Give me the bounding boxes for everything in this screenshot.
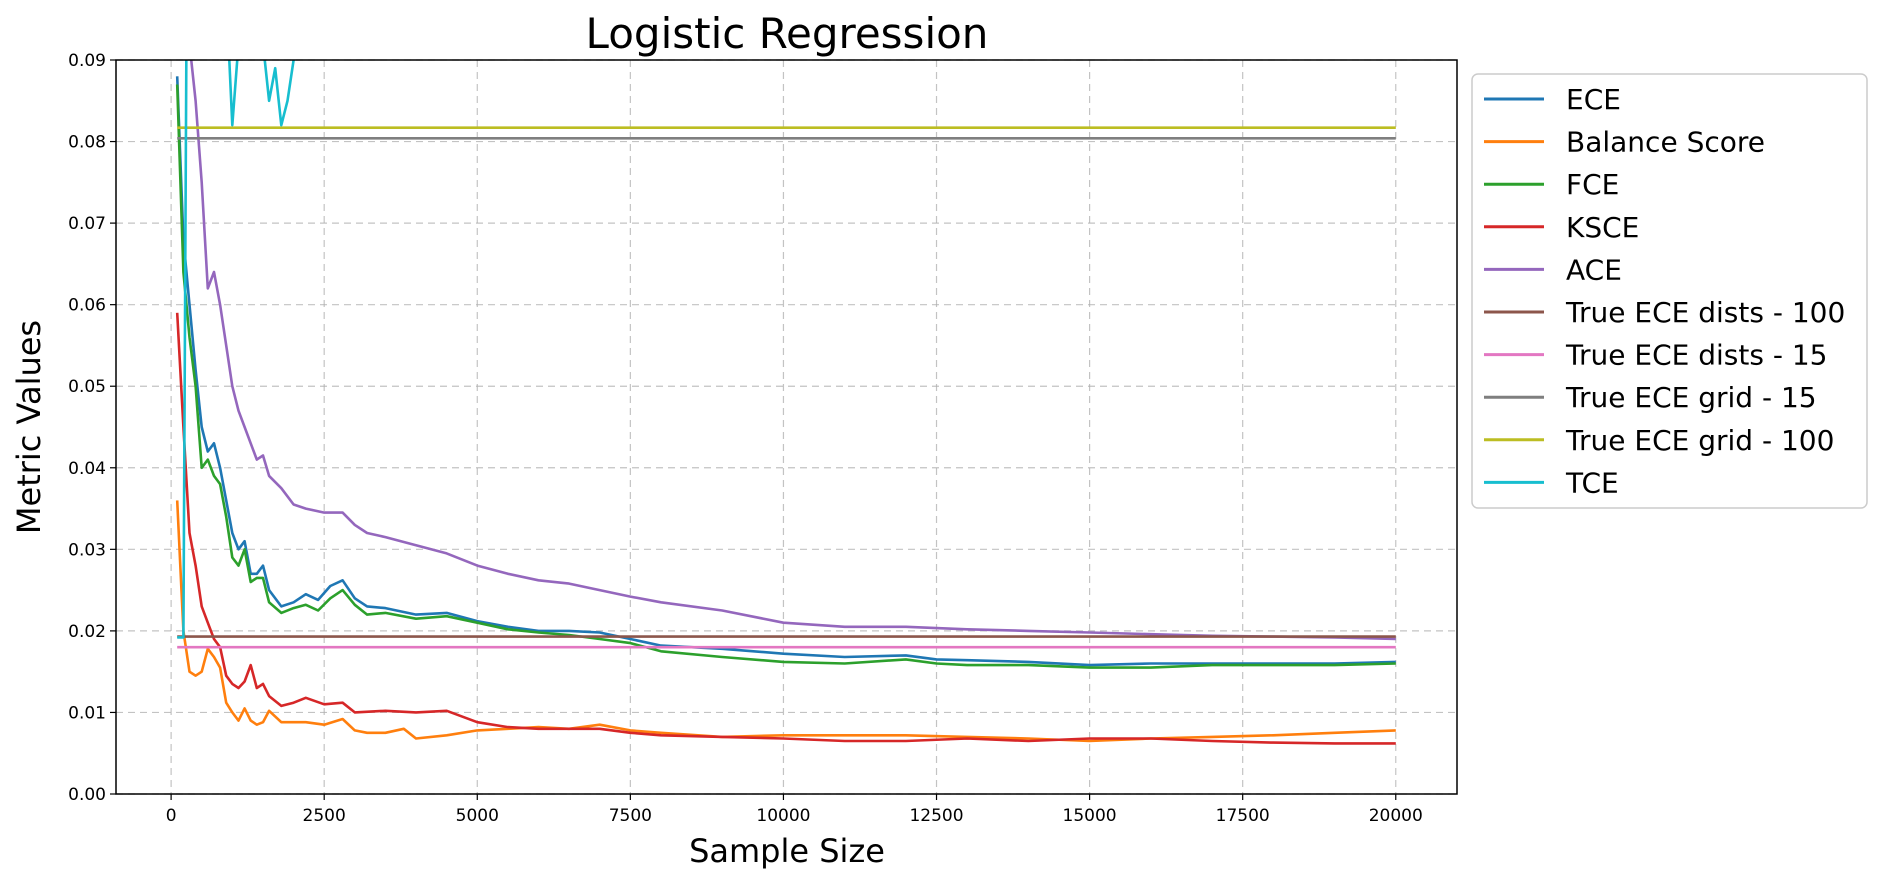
x-tick-label: 17500	[1216, 806, 1270, 826]
y-tick-label: 0.02	[68, 622, 106, 642]
series-line-fce	[175, 84, 1396, 669]
y-tick-label: 0.03	[68, 540, 106, 560]
series-line-balance-score	[175, 500, 1396, 743]
legend-label-true-ece-dists-15: True ECE dists - 15	[1565, 339, 1827, 372]
legend-label-true-ece-grid-15: True ECE grid - 15	[1565, 381, 1817, 414]
legend-label-fce: FCE	[1566, 168, 1619, 201]
grid-lines	[116, 59, 1457, 795]
y-tick-label: 0.04	[68, 459, 106, 479]
y-tick-label: 0.08	[68, 133, 106, 153]
y-tick-label: 0.00	[68, 785, 106, 805]
y-axis-ticks: 0.00 0.01 0.02 0.03 0.04 0.05 0.06 0.07 0.08 0.09	[68, 51, 116, 805]
x-tick-label: 20000	[1369, 806, 1423, 826]
x-tick-label: 2500	[303, 806, 346, 826]
legend-label-ksce: KSCE	[1566, 211, 1639, 244]
x-tick-label: 0	[166, 806, 177, 826]
x-tick-label: 12500	[909, 806, 963, 826]
series-line-ace	[189, 60, 1396, 641]
legend-label-true-ece-grid-100: True ECE grid - 100	[1565, 424, 1834, 457]
plot-frame	[115, 59, 1458, 795]
y-tick-label: 0.09	[68, 51, 106, 71]
series-line-ksce	[175, 312, 1396, 745]
y-tick-label: 0.05	[68, 377, 106, 397]
x-axis-label: Sample Size	[689, 832, 885, 870]
x-tick-label: 15000	[1063, 806, 1117, 826]
legend-label-true-ece-dists-100: True ECE dists - 100	[1565, 296, 1845, 329]
series-line-tce	[177, 60, 295, 639]
x-axis-ticks: 0 2500 5000 7500 10000 12500 15000 17500 20000	[166, 794, 1423, 826]
legend-label-ace: ACE	[1566, 253, 1622, 286]
y-tick-label: 0.07	[68, 214, 106, 234]
y-axis-label: Metric Values	[10, 320, 48, 534]
x-tick-label: 10000	[756, 806, 810, 826]
chart-title: Logistic Regression	[586, 9, 989, 58]
series-layer	[175, 60, 1396, 745]
legend-label-balance-score: Balance Score	[1566, 126, 1765, 159]
legend-label-ece: ECE	[1566, 83, 1621, 116]
y-tick-label: 0.06	[68, 296, 106, 316]
x-tick-label: 7500	[609, 806, 652, 826]
y-tick-label: 0.01	[68, 703, 106, 723]
legend-box	[1471, 73, 1868, 509]
legend-label-tce: TCE	[1565, 466, 1619, 499]
x-tick-label: 5000	[456, 806, 499, 826]
series-line-ece	[175, 76, 1396, 667]
legend: ECE Balance Score FCE KSCE ACE True ECE dists…	[1471, 73, 1868, 509]
